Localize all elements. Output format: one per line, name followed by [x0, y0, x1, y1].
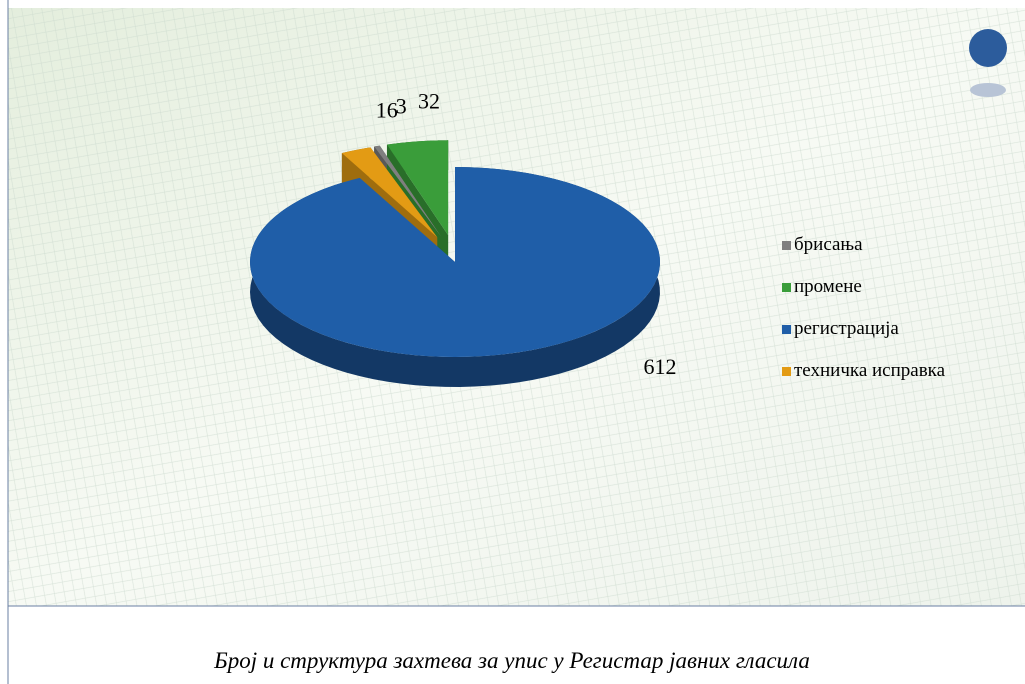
legend-swatch [782, 283, 791, 292]
legend-label: регистрација [794, 318, 899, 339]
slice [374, 145, 441, 237]
logo [969, 29, 1007, 67]
legend-swatch [782, 241, 791, 250]
chart-title: Број и структура захтева за упис у Регис… [213, 648, 810, 673]
logo-reflection [970, 83, 1006, 97]
data-label: 32 [418, 89, 440, 114]
slice [341, 147, 438, 238]
data-label: 612 [644, 354, 677, 379]
legend-label: техничка исправка [794, 360, 946, 381]
slice [386, 140, 449, 236]
data-label: 3 [396, 94, 407, 119]
legend-swatch [782, 367, 791, 376]
pie: 3 32 612 16 [250, 89, 677, 387]
legend-label: брисања [794, 234, 863, 255]
slice [250, 167, 660, 357]
legend-label: промене [794, 276, 862, 297]
legend-swatch [782, 325, 791, 334]
legend: брисања промене регистрација техничка испра… [782, 234, 946, 381]
data-label: 16 [376, 98, 398, 123]
